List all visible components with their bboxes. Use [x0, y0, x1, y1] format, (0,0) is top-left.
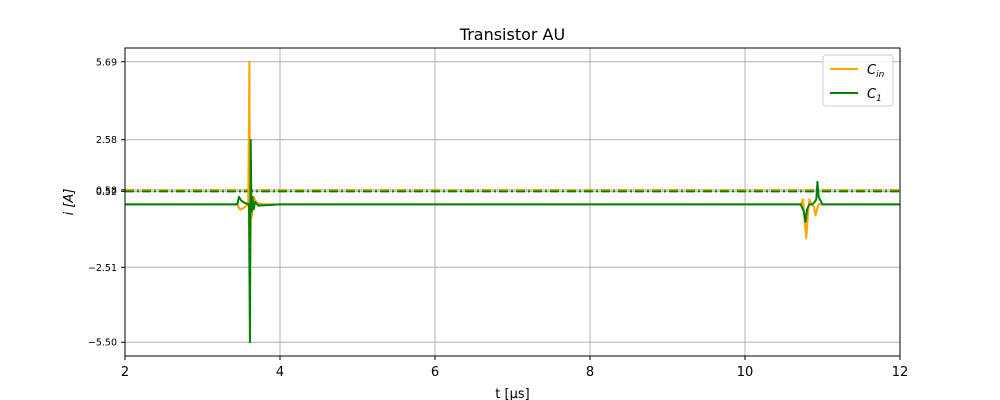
grid-lines — [124, 48, 901, 356]
y-tick-label: −2.51 — [88, 263, 117, 274]
series-line-1 — [125, 138, 900, 344]
plot-frame — [124, 47, 901, 357]
y-axis-label: i [A] — [62, 189, 77, 216]
x-axis-label: t [μs] — [495, 387, 529, 400]
x-tick-label: 8 — [586, 365, 594, 380]
x-tick-label: 2 — [121, 365, 129, 380]
legend-box — [822, 54, 894, 107]
x-tick-label: 4 — [276, 365, 284, 380]
x-tick-label: 12 — [892, 365, 909, 380]
y-tick-label: 0.58 — [96, 185, 117, 196]
y-tick-label: 2.58 — [96, 135, 117, 146]
x-tick-label: 10 — [737, 365, 754, 380]
chart-title: Transistor AU — [459, 25, 565, 44]
y-axis: −5.50 −2.51 0.520.58 2.58 5.69 — [88, 57, 125, 349]
y-tick-label: 0.52 — [96, 187, 117, 198]
y-tick-label: 5.69 — [96, 57, 117, 68]
series-line-in — [125, 60, 900, 269]
x-tick-label: 6 — [431, 365, 439, 380]
reference-lines — [125, 188, 900, 193]
plot-series-area — [125, 60, 900, 344]
y-tick-label: −5.50 — [88, 338, 117, 349]
x-axis: 2 4 6 8 10 12 — [121, 356, 908, 380]
